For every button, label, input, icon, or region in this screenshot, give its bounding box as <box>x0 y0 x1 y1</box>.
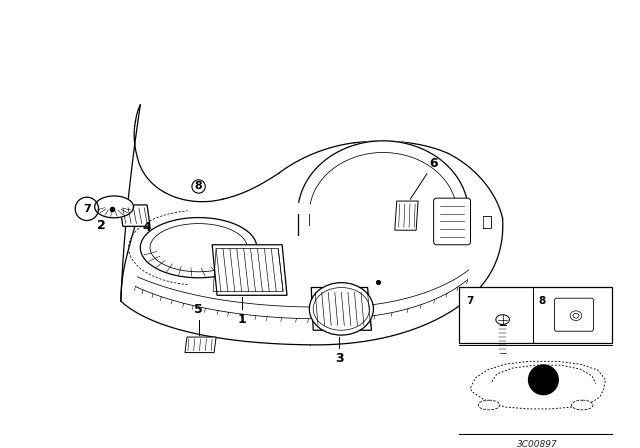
Text: 5: 5 <box>194 303 203 316</box>
Polygon shape <box>395 201 418 230</box>
Polygon shape <box>299 141 468 233</box>
Ellipse shape <box>572 400 593 410</box>
Bar <box>459 287 612 343</box>
FancyBboxPatch shape <box>434 198 470 245</box>
Ellipse shape <box>313 288 369 330</box>
Text: 1: 1 <box>238 313 246 326</box>
Text: 7: 7 <box>467 296 474 306</box>
Text: 8: 8 <box>195 181 202 191</box>
Text: 3: 3 <box>335 352 344 365</box>
Ellipse shape <box>573 313 579 318</box>
Circle shape <box>528 364 559 395</box>
Polygon shape <box>121 105 503 345</box>
Text: 3C00897: 3C00897 <box>517 440 558 448</box>
Polygon shape <box>311 288 371 330</box>
Ellipse shape <box>570 311 582 320</box>
Polygon shape <box>212 245 287 295</box>
Text: 6: 6 <box>429 157 437 170</box>
Ellipse shape <box>496 314 509 324</box>
Polygon shape <box>140 218 257 278</box>
Text: 4: 4 <box>143 221 152 234</box>
Text: 8: 8 <box>538 296 546 306</box>
Text: 7: 7 <box>83 204 91 214</box>
Ellipse shape <box>309 283 373 335</box>
FancyBboxPatch shape <box>555 298 593 331</box>
Polygon shape <box>95 196 134 218</box>
Circle shape <box>76 197 99 220</box>
Ellipse shape <box>478 400 500 410</box>
Polygon shape <box>185 337 216 353</box>
Text: 2: 2 <box>97 219 106 232</box>
Polygon shape <box>120 205 150 226</box>
